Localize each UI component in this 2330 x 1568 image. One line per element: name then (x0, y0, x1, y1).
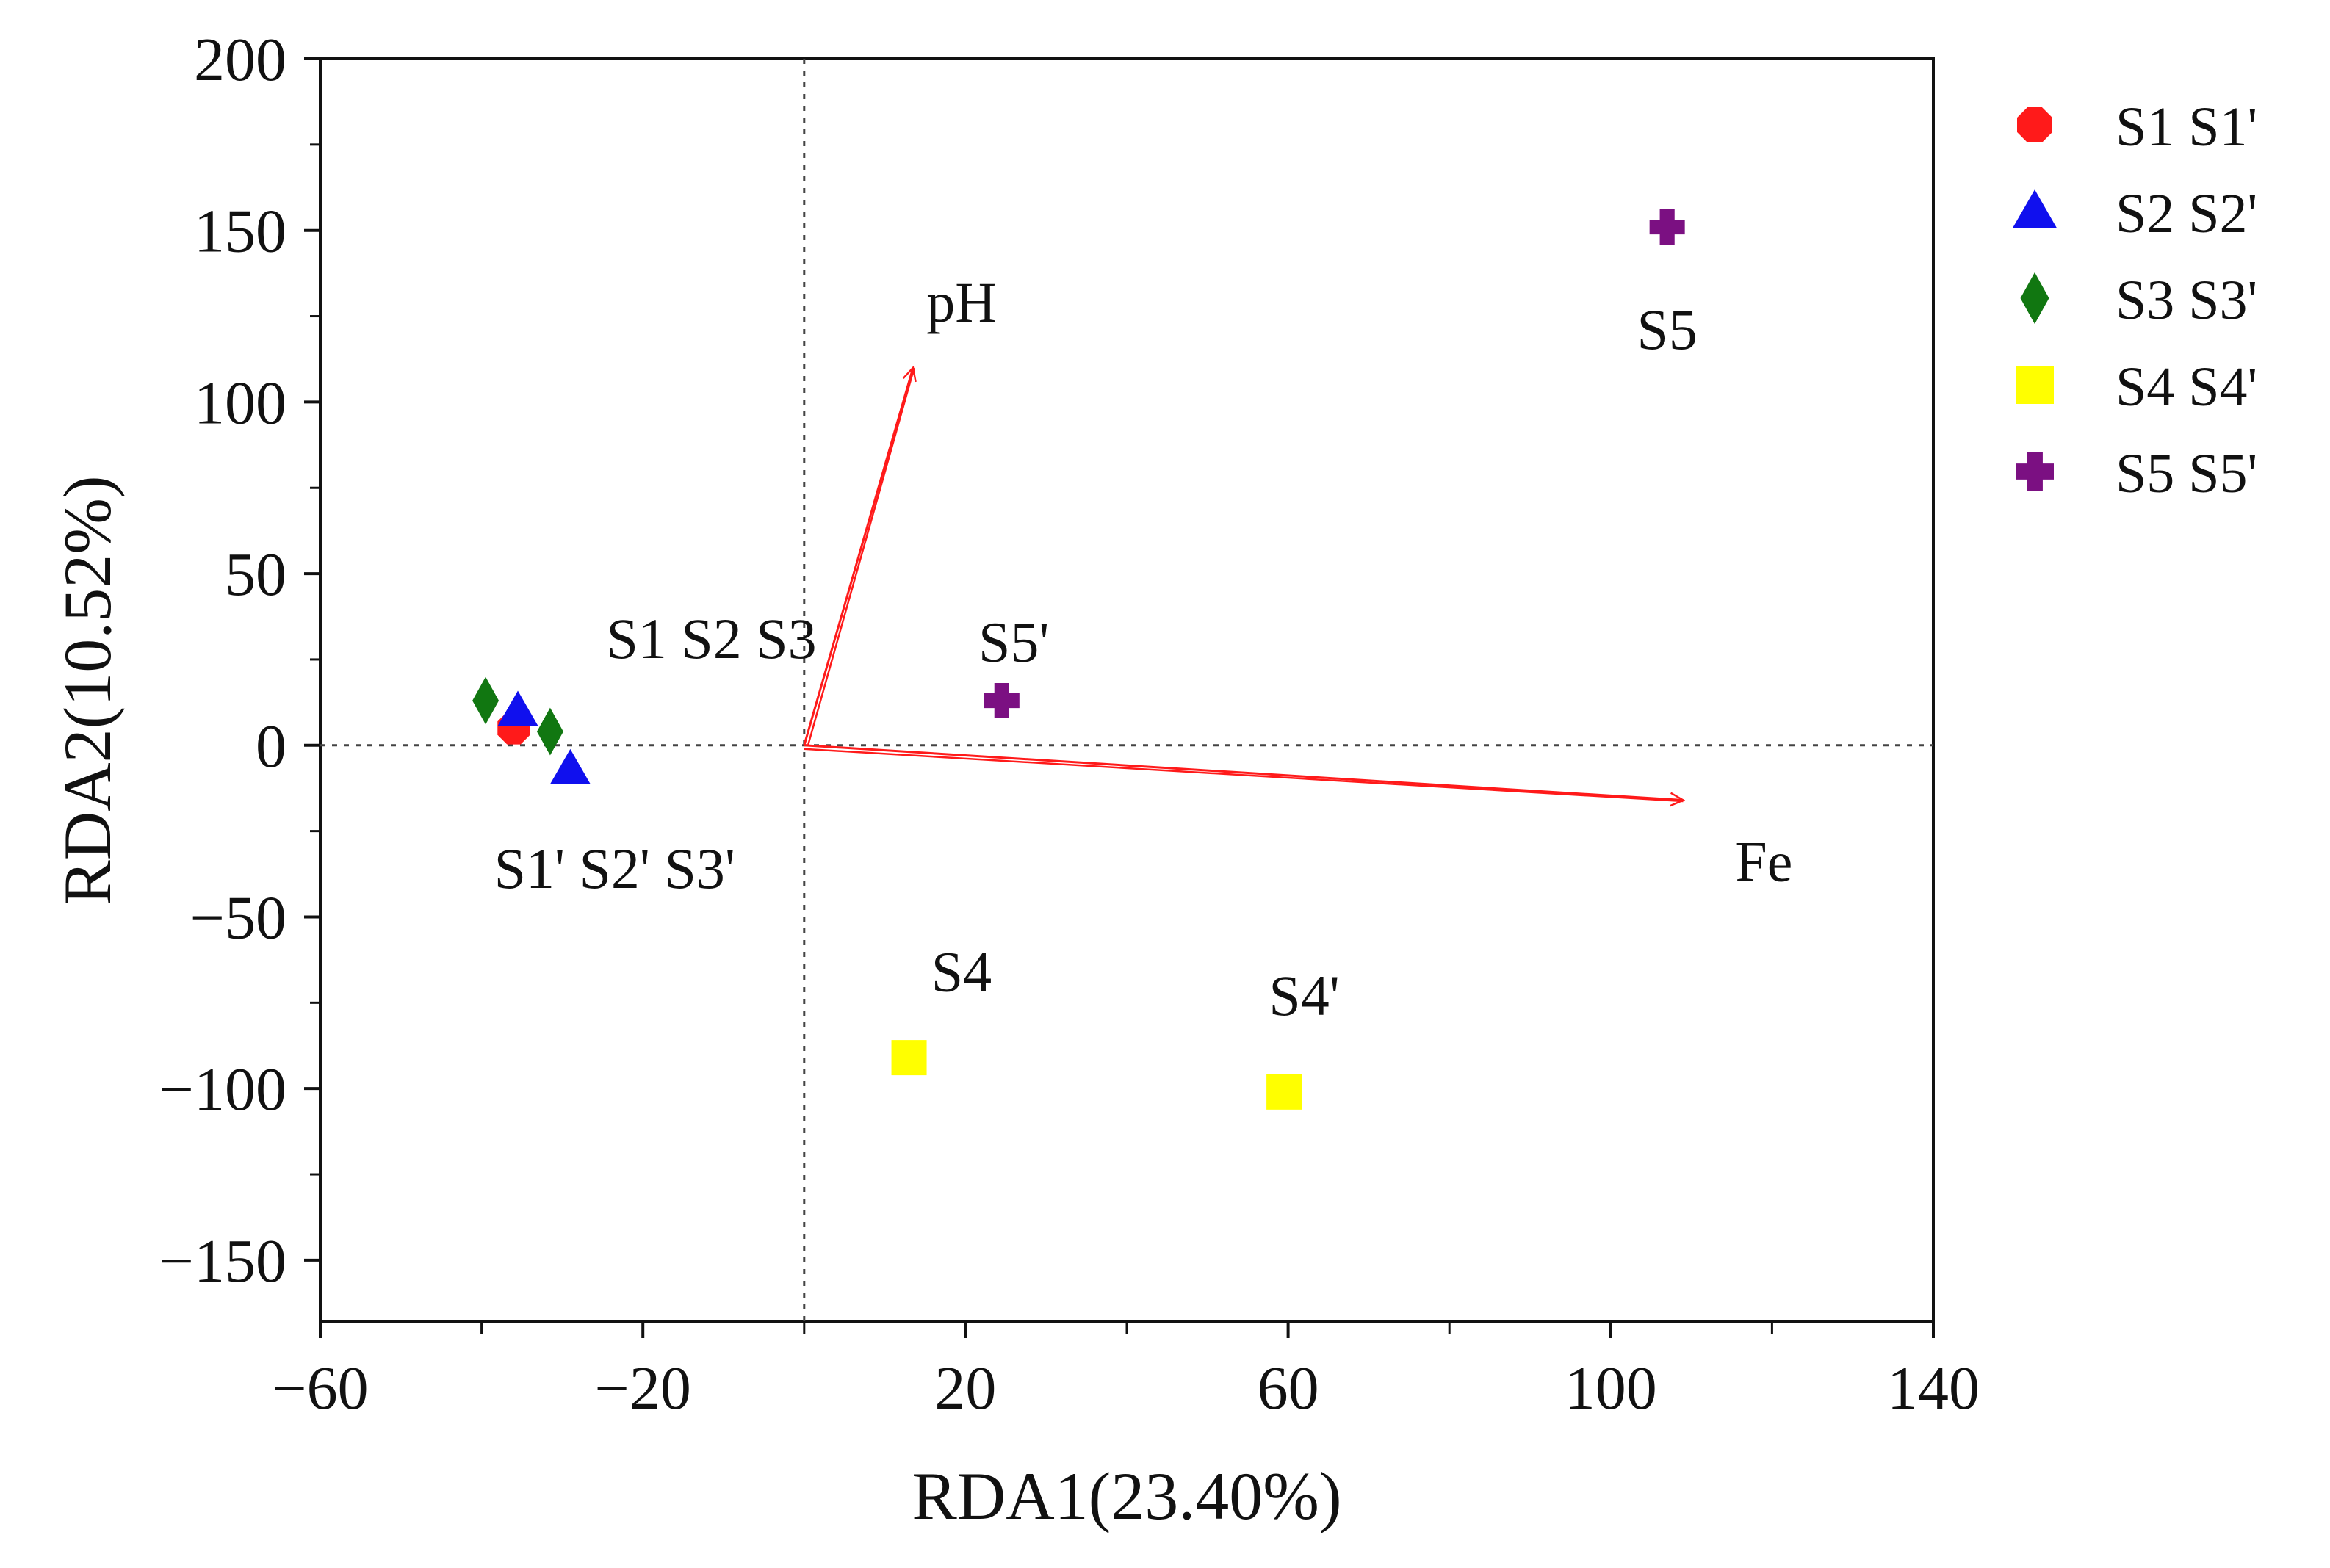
y-axis-title: RDA2(10.52%) (50, 475, 125, 905)
y-tick-label: 100 (194, 369, 286, 437)
data-point-cross-5-1 (1649, 209, 1685, 245)
point-annotation: S1' S2' S3' (494, 837, 735, 900)
data-point-square-4-1 (891, 1040, 927, 1076)
vector-arrow-shadow-fe (804, 748, 1684, 803)
x-tick-label: 100 (1565, 1354, 1657, 1423)
legend-label: S5 S5' (2116, 443, 2257, 505)
legend-label: S4 S4' (2116, 356, 2257, 418)
legend-marker-diamond (2020, 272, 2049, 325)
data-point-triangle-2-1 (497, 690, 538, 726)
data-point-triangle-2-2 (549, 748, 591, 784)
y-tick-label: −50 (190, 884, 286, 952)
y-tick-label: −150 (159, 1227, 286, 1296)
point-annotation: S5 (1637, 297, 1697, 361)
point-annotation: S5' (978, 610, 1049, 674)
legend-label: S3 S3' (2116, 270, 2257, 331)
y-tick-label: 50 (225, 541, 286, 609)
biplot-vectors (803, 367, 1684, 803)
x-axis-title: RDA1(23.40%) (912, 1459, 1341, 1533)
legend-label: S2 S2' (2116, 183, 2257, 245)
y-tick-label: 0 (256, 712, 286, 781)
point-annotation: S4 (931, 939, 992, 1003)
legend-label: S1 S1' (2116, 96, 2257, 158)
legend-marker-cross (2016, 452, 2054, 491)
y-tick-label: 200 (194, 26, 286, 94)
y-tick-label: 150 (194, 198, 286, 266)
vector-arrow-shadow-ph (807, 367, 915, 747)
x-tick-label: 20 (934, 1354, 996, 1423)
point-annotation: Fe (1735, 830, 1792, 894)
data-point-square-4-2 (1266, 1074, 1302, 1110)
data-point-diamond-3-1 (472, 676, 499, 725)
legend-marker-circle (2017, 107, 2052, 142)
data-point-cross-5-2 (984, 683, 1020, 719)
reference-lines (320, 59, 1933, 1322)
vector-arrow-fe (804, 744, 1684, 801)
data-points (472, 209, 1685, 1110)
point-annotation: S4' (1269, 964, 1339, 1027)
point-annotation: pH (926, 270, 996, 334)
axes: −60 −20 20 60 100 140 −150 −100 −50 0 50 100 150 200 R… (50, 26, 1980, 1533)
legend-marker-square (2016, 366, 2054, 404)
x-tick-label: 140 (1887, 1354, 1980, 1423)
x-tick-label: −60 (272, 1354, 368, 1423)
point-annotations: S1 S2 S3 S1' S2' S3' S4 S4' S5 S5' pH Fe (494, 270, 1793, 1027)
point-annotation: S1 S2 S3 (606, 607, 816, 671)
vector-arrow-ph (803, 368, 913, 746)
x-tick-label: 60 (1258, 1354, 1319, 1423)
y-tick-label: −100 (159, 1055, 286, 1124)
legend-marker-triangle (2013, 189, 2057, 228)
legend: S1 S1' S2 S2' S3 S3' S4 S4' S5 S5' (2013, 96, 2257, 505)
data-point-diamond-3-2 (536, 707, 563, 756)
x-tick-label: −20 (595, 1354, 691, 1423)
